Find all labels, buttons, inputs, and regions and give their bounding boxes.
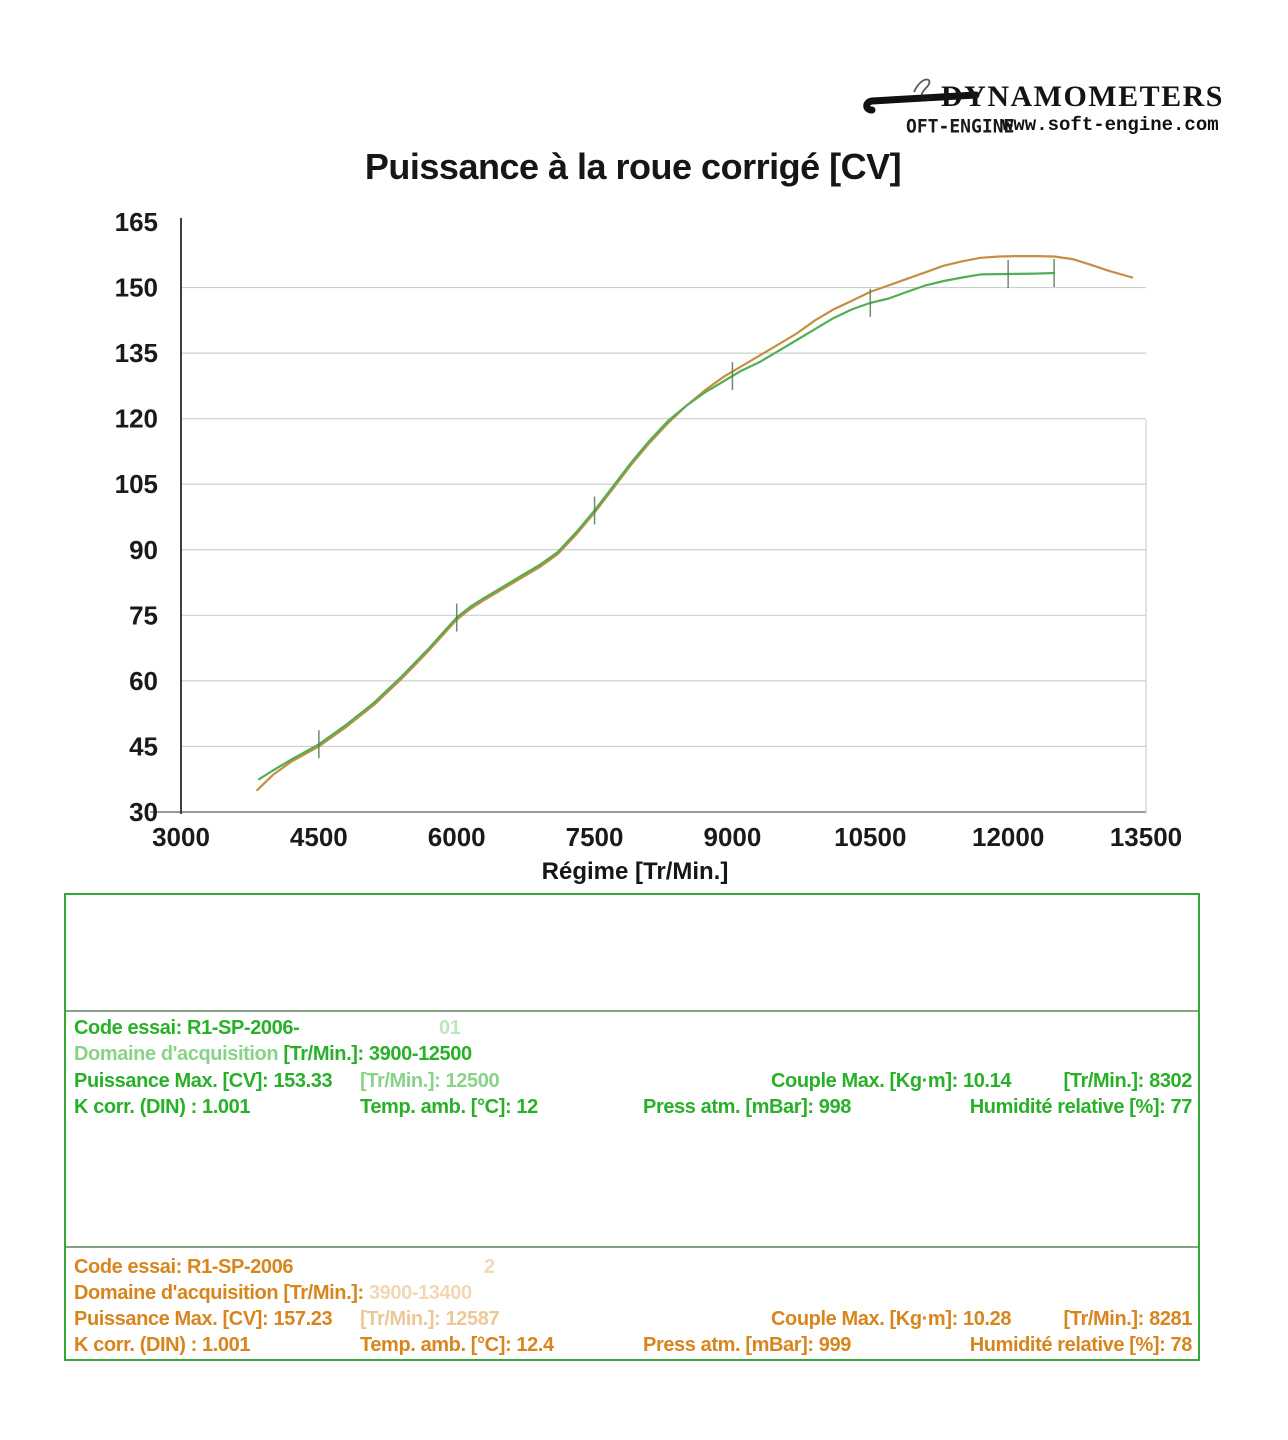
panel-divider — [66, 1010, 1198, 1012]
y-tick-label: 165 — [115, 207, 158, 237]
y-tick-label: 135 — [115, 338, 158, 368]
y-tick-label: 90 — [129, 535, 158, 565]
k-corr: K corr. (DIN) : 1.001 — [74, 1334, 251, 1356]
brand-logo-text: OFT-ENGINE — [906, 115, 1015, 138]
x-tick-label: 10500 — [834, 822, 906, 852]
code-essai-faded-digits: 01 — [439, 1017, 461, 1039]
x-tick-label: 13500 — [1110, 822, 1182, 852]
k-corr: K corr. (DIN) : 1.001 — [74, 1096, 251, 1118]
domaine-units: [Tr/Min.]: — [278, 1282, 369, 1304]
domaine-text: Domaine d'acquisition [Tr/Min.]: 3900-12… — [74, 1043, 472, 1066]
chart-title: Puissance à la roue corrigé [CV] — [364, 146, 902, 187]
couple-max-rpm: [Tr/Min.]: 8302 — [1063, 1070, 1193, 1092]
x-tick-label: 6000 — [428, 822, 486, 852]
domaine-text: Domaine d'acquisition [Tr/Min.]: 3900-13… — [74, 1282, 472, 1305]
temp-amb: Temp. amb. [°C]: 12.4 — [360, 1334, 554, 1356]
humidite: Humidité relative [%]: 78 — [969, 1334, 1193, 1356]
couple-max: Couple Max. [Kg·m]: 10.28 — [771, 1308, 1012, 1330]
conditions-row: K corr. (DIN) : 1.001 Temp. amb. [°C]: 1… — [74, 1096, 1192, 1122]
x-axis-title: Régime [Tr/Min.] — [541, 858, 729, 885]
conditions-row: K corr. (DIN) : 1.001 Temp. amb. [°C]: 1… — [74, 1334, 1192, 1360]
y-tick-label: 120 — [115, 404, 158, 434]
puissance-couple-row: Puissance Max. [CV]: 157.23 [Tr/Min.]: 1… — [74, 1308, 1192, 1334]
puissance-max: Puissance Max. [CV]: 153.33 — [74, 1070, 333, 1092]
code-essai-label: Code essai: R1-SP-2006 — [74, 1256, 294, 1278]
results-panel: Code essai: R1-SP-2006- 01 Domaine d'acq… — [64, 893, 1200, 1361]
code-essai-row: Code essai: R1-SP-2006- 01 — [74, 1017, 1192, 1043]
brand-name: DYNAMOMETERS — [940, 80, 1224, 113]
code-essai-row: Code essai: R1-SP-2006 2 — [74, 1256, 1192, 1282]
couple-max-rpm: [Tr/Min.]: 8281 — [1063, 1308, 1193, 1330]
press-atm: Press atm. [mBar]: 998 — [643, 1096, 851, 1118]
domaine-units: [Tr/Min.]: — [278, 1043, 369, 1065]
code-essai-faded-digits: 2 — [484, 1256, 495, 1278]
x-tick-label: 9000 — [704, 822, 762, 852]
temp-amb: Temp. amb. [°C]: 12 — [360, 1096, 538, 1118]
y-tick-label: 45 — [129, 731, 158, 761]
domaine-row: Domaine d'acquisition [Tr/Min.]: 3900-13… — [74, 1282, 1192, 1308]
code-essai-label: Code essai: R1-SP-2006- — [74, 1017, 300, 1039]
power-curve-green — [258, 271, 1056, 781]
domaine-row: Domaine d'acquisition [Tr/Min.]: 3900-12… — [74, 1043, 1192, 1069]
x-tick-label: 7500 — [566, 822, 624, 852]
y-tick-label: 150 — [115, 273, 158, 303]
power-curve-orange — [256, 255, 1134, 792]
y-tick-label: 75 — [129, 600, 158, 630]
y-tick-label: 105 — [115, 469, 158, 499]
press-atm: Press atm. [mBar]: 999 — [643, 1334, 851, 1356]
x-tick-label: 12000 — [972, 822, 1044, 852]
x-tick-label: 3000 — [152, 822, 210, 852]
puissance-max-rpm: [Tr/Min.]: 12587 — [360, 1308, 500, 1330]
humidite: Humidité relative [%]: 77 — [969, 1096, 1193, 1118]
puissance-couple-row: Puissance Max. [CV]: 153.33 [Tr/Min.]: 1… — [74, 1070, 1192, 1096]
y-tick-label: 30 — [129, 797, 158, 827]
y-tick-label: 60 — [129, 666, 158, 696]
domaine-label: Domaine d'acquisition — [74, 1043, 279, 1065]
domaine-value: 3900-12500 — [368, 1043, 472, 1065]
puissance-max-rpm: [Tr/Min.]: 12500 — [360, 1070, 500, 1092]
brand-url: www.soft-engine.com — [1002, 114, 1219, 136]
domaine-value: 3900-13400 — [368, 1282, 472, 1304]
domaine-label: Domaine d'acquisition — [74, 1282, 279, 1304]
soft-engine-logo-icon — [863, 78, 980, 114]
x-tick-label: 4500 — [290, 822, 348, 852]
power-chart: 3000 4500 6000 7500 9000 10500 12000 13500 30 45 6… — [115, 207, 1183, 852]
puissance-max: Puissance Max. [CV]: 157.23 — [74, 1308, 333, 1330]
panel-divider — [66, 1246, 1198, 1248]
couple-max: Couple Max. [Kg·m]: 10.14 — [771, 1070, 1012, 1092]
